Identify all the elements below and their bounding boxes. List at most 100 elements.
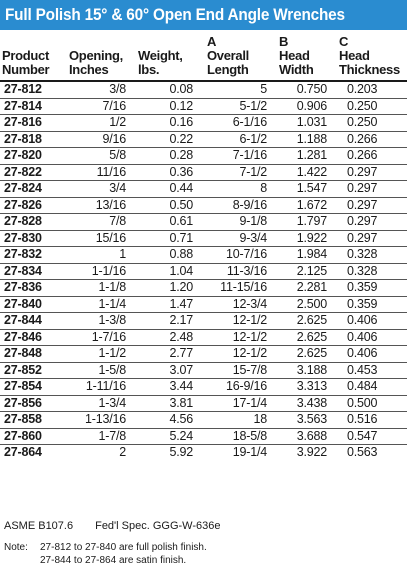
table-cell: 1 bbox=[67, 246, 136, 264]
table-cell: 18-5/8 bbox=[205, 428, 277, 445]
table-cell: 2.77 bbox=[136, 345, 205, 363]
table-cell: 1.922 bbox=[277, 230, 337, 247]
table-cell: 1-13/16 bbox=[67, 411, 136, 429]
table-cell: 27-844 bbox=[0, 312, 67, 330]
table-cell: 0.08 bbox=[136, 81, 205, 99]
table-cell: 0.297 bbox=[337, 213, 407, 231]
table-row: 27-844 1-3/8 2.17 12-1/2 2.625 0.406 bbox=[0, 312, 407, 330]
table-cell: 0.12 bbox=[136, 98, 205, 115]
column-header-3: A Overall Length bbox=[205, 33, 277, 82]
note-label: Note: bbox=[4, 542, 28, 553]
table-cell: 7-1/16 bbox=[205, 147, 277, 165]
table-cell: 0.297 bbox=[337, 197, 407, 214]
table-cell: 1.797 bbox=[277, 213, 337, 231]
table-cell: 1.031 bbox=[277, 114, 337, 132]
table-row: 27-824 3/4 0.44 8 1.547 0.297 bbox=[0, 180, 407, 198]
table-cell: 1-1/16 bbox=[67, 263, 136, 280]
table-cell: 27-830 bbox=[0, 230, 67, 247]
table-cell: 1.281 bbox=[277, 147, 337, 165]
table-cell: 27-812 bbox=[0, 81, 67, 99]
table-cell: 27-818 bbox=[0, 131, 67, 148]
column-header-0: Product Number bbox=[0, 33, 67, 82]
table-cell: 3.563 bbox=[277, 411, 337, 429]
table-cell: 0.453 bbox=[337, 362, 407, 379]
table-cell: 1.188 bbox=[277, 131, 337, 148]
table-cell: 2.17 bbox=[136, 312, 205, 330]
note-line-2: 27-844 to 27-864 are satin finish. bbox=[40, 555, 187, 566]
table-cell: 0.22 bbox=[136, 131, 205, 148]
table-cell: 2 bbox=[119, 445, 126, 460]
table-cell: 5/8 bbox=[67, 147, 136, 165]
table-cell: 5.92 bbox=[169, 445, 193, 460]
table-cell: 2.625 bbox=[277, 345, 337, 363]
table-cell: 0.88 bbox=[136, 246, 205, 264]
table-cell: 0.328 bbox=[337, 246, 407, 264]
table-cell: 0.61 bbox=[136, 213, 205, 231]
table-cell: 27-864 bbox=[4, 445, 42, 460]
column-header-line: Product bbox=[2, 48, 50, 63]
table-cell: 0.50 bbox=[136, 197, 205, 214]
table-row: 27-846 1-7/16 2.48 12-1/2 2.625 0.406 bbox=[0, 329, 407, 346]
table-cell: 0.203 bbox=[337, 81, 407, 99]
column-header-line: Thickness bbox=[339, 62, 400, 77]
table-cell: 3.44 bbox=[136, 378, 205, 396]
table-cell: 0.250 bbox=[337, 114, 407, 132]
table-cell: 1.984 bbox=[277, 246, 337, 264]
table-cell: 0.516 bbox=[337, 411, 407, 429]
table-cell: 0.36 bbox=[136, 164, 205, 181]
table-cell: 0.547 bbox=[337, 428, 407, 445]
table-cell: 27-852 bbox=[0, 362, 67, 379]
note-block: Note: 27-812 to 27-840 are full polish fi… bbox=[4, 541, 207, 567]
table-cell: 27-820 bbox=[0, 147, 67, 165]
table-cell: 27-836 bbox=[0, 279, 67, 297]
table-cell: 3.438 bbox=[277, 395, 337, 412]
table-cell: 0.359 bbox=[337, 296, 407, 313]
table-cell: 1.422 bbox=[277, 164, 337, 181]
table-cell: 0.44 bbox=[136, 180, 205, 198]
table-row: 27-852 1-5/8 3.07 15-7/8 3.188 0.453 bbox=[0, 362, 407, 379]
table-cell: 0.297 bbox=[337, 230, 407, 247]
table-cell: 3/4 bbox=[67, 180, 136, 198]
table-cell: 11/16 bbox=[67, 164, 136, 181]
table-cell: 0.500 bbox=[337, 395, 407, 412]
column-header-line: Head bbox=[339, 48, 370, 63]
table-cell: 1-1/4 bbox=[67, 296, 136, 313]
title-bar: Full Polish 15° & 60° Open End Angle Wre… bbox=[0, 0, 407, 30]
table-cell: 0.406 bbox=[337, 329, 407, 346]
table-cell: 0.406 bbox=[337, 312, 407, 330]
table-row: 27-864 2 5.92 19-1/4 3.922 0.563 bbox=[0, 445, 407, 461]
table-cell: 27-832 bbox=[0, 246, 67, 264]
table-cell: 0.328 bbox=[337, 263, 407, 280]
table-cell: 7-1/2 bbox=[205, 164, 277, 181]
table-cell: 27-854 bbox=[0, 378, 67, 396]
column-header-line: Inches bbox=[69, 62, 109, 77]
table-row: 27-848 1-1/2 2.77 12-1/2 2.625 0.406 bbox=[0, 345, 407, 363]
table-row: 27-832 1 0.88 10-7/16 1.984 0.328 bbox=[0, 246, 407, 264]
table-cell: 10-7/16 bbox=[205, 246, 277, 264]
table-cell: 15-7/8 bbox=[205, 362, 277, 379]
table-cell: 0.906 bbox=[277, 98, 337, 115]
page-title: Full Polish 15° & 60° Open End Angle Wre… bbox=[5, 6, 345, 24]
table-cell: 27-814 bbox=[0, 98, 67, 115]
table-cell: 27-834 bbox=[0, 263, 67, 280]
table-cell: 3.188 bbox=[277, 362, 337, 379]
table-cell: 8 bbox=[205, 180, 277, 198]
table-cell: 27-856 bbox=[0, 395, 67, 412]
table-cell: 27-860 bbox=[0, 428, 67, 445]
column-header-line: Weight, bbox=[138, 48, 183, 63]
table-header-row: Product Number Opening, Inches Weight, lbs.… bbox=[0, 33, 407, 82]
column-header-line bbox=[138, 35, 203, 49]
table-cell: 18 bbox=[205, 411, 277, 429]
table-row: 27-836 1-1/8 1.20 11-15/16 2.281 0.359 bbox=[0, 279, 407, 297]
table-cell: 3.922 bbox=[296, 445, 327, 460]
table-row: 27-812 3/8 0.08 5 0.750 0.203 bbox=[0, 81, 407, 99]
column-header-line: Head bbox=[279, 48, 310, 63]
table-cell: 1-1/8 bbox=[67, 279, 136, 297]
table-cell: 12-1/2 bbox=[205, 345, 277, 363]
table-cell: 1.04 bbox=[136, 263, 205, 280]
table-row: 27-820 5/8 0.28 7-1/16 1.281 0.266 bbox=[0, 147, 407, 165]
asme-spec: ASME B107.6 bbox=[4, 520, 74, 532]
table-cell: 2.625 bbox=[277, 312, 337, 330]
table-cell: 0.71 bbox=[136, 230, 205, 247]
table-cell: 0.359 bbox=[337, 279, 407, 297]
